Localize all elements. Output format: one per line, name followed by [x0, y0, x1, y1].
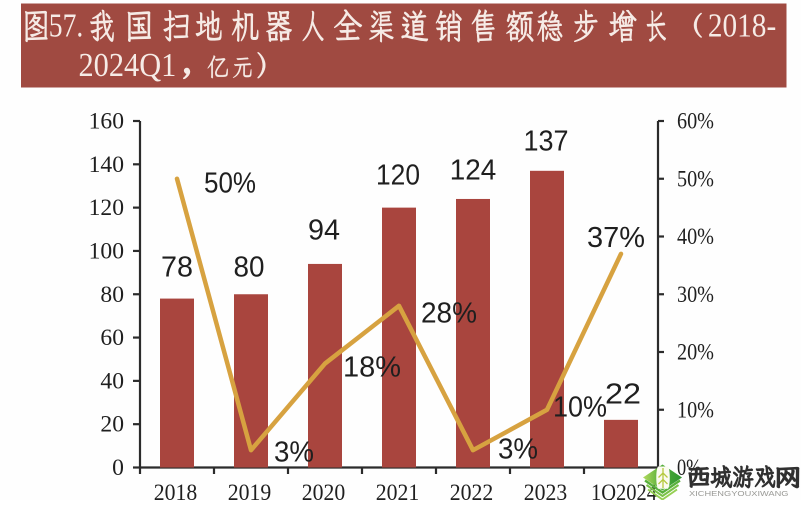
svg-text:120: 120 [376, 159, 420, 191]
svg-text:80: 80 [234, 251, 265, 283]
svg-text:20: 20 [100, 412, 124, 437]
svg-text:57.: 57. [49, 7, 84, 44]
svg-text:20%: 20% [677, 340, 714, 365]
svg-text:0: 0 [112, 455, 124, 480]
svg-text:50%: 50% [204, 167, 256, 199]
svg-text:10%: 10% [677, 397, 714, 422]
svg-text:3%: 3% [498, 433, 538, 465]
svg-text:10%: 10% [553, 391, 607, 423]
svg-text:2023: 2023 [524, 480, 568, 500]
svg-text:80: 80 [100, 282, 124, 307]
svg-text:40: 40 [100, 368, 124, 393]
svg-text:2018: 2018 [154, 480, 198, 500]
svg-text:40%: 40% [677, 224, 714, 249]
svg-text:160: 160 [89, 109, 124, 134]
svg-text:2018-: 2018- [708, 7, 776, 44]
svg-text:2019: 2019 [228, 480, 272, 500]
svg-text:137: 137 [524, 125, 569, 157]
svg-text:2021: 2021 [376, 480, 420, 500]
svg-text:37%: 37% [587, 222, 645, 254]
svg-text:60: 60 [100, 325, 124, 350]
svg-text:94: 94 [308, 214, 340, 246]
svg-text:50%: 50% [677, 166, 714, 191]
svg-text:3%: 3% [274, 436, 314, 468]
svg-text:60%: 60% [677, 109, 714, 134]
svg-text:2022: 2022 [450, 480, 494, 500]
svg-text:30%: 30% [677, 282, 714, 307]
svg-text:2024Q1: 2024Q1 [79, 47, 177, 84]
svg-text:22: 22 [605, 378, 641, 410]
svg-text:2020: 2020 [302, 480, 346, 500]
svg-text:124: 124 [450, 154, 497, 186]
svg-text:100: 100 [89, 238, 124, 263]
svg-text:28%: 28% [421, 297, 477, 329]
svg-text:140: 140 [89, 152, 124, 177]
svg-text:18%: 18% [343, 351, 401, 383]
svg-text:120: 120 [89, 195, 124, 220]
svg-text:78: 78 [161, 251, 193, 283]
svg-text:XICHENGYOUXIWANG: XICHENGYOUXIWANG [689, 489, 789, 498]
